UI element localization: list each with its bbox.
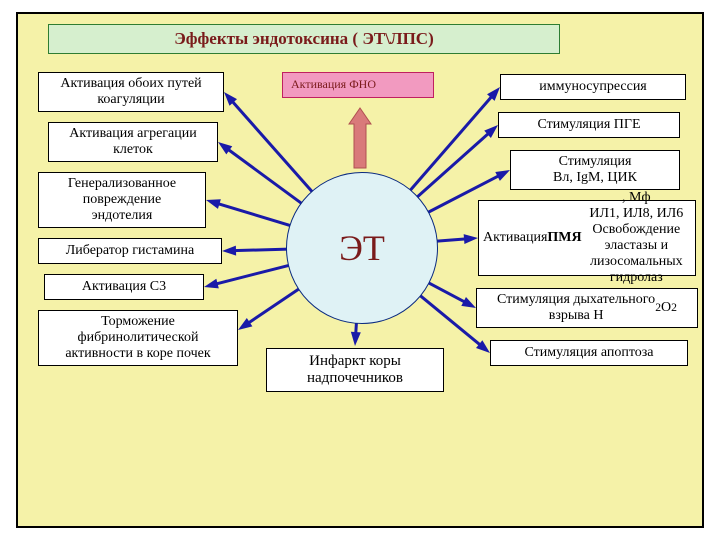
box-igm: Стимуляция Вл, IgM, ЦИК	[510, 150, 680, 190]
box-apopt: Стимуляция апоптоза	[490, 340, 688, 366]
box-infarct: Инфаркт коры надпочечников	[266, 348, 444, 392]
box-resp: Стимуляция дыхательноговзрыва H2O2	[476, 288, 698, 328]
box-coag: Активация обоих путей коагуляции	[38, 72, 224, 112]
box-tnf: Активация ФНО	[282, 72, 434, 98]
box-immuno: иммуносупрессия	[500, 74, 686, 100]
box-endo: Генерализованное повреждение эндотелия	[38, 172, 206, 228]
box-hist: Либератор гистамина	[38, 238, 222, 264]
box-fibrin: Торможение фибринолитической активности …	[38, 310, 238, 366]
center-node: ЭТ	[286, 172, 438, 324]
box-pge: Стимуляция ПГЕ	[498, 112, 680, 138]
box-pmya: Активация ПМЯ, МфИЛ1, ИЛ8, ИЛ6Освобожден…	[478, 200, 696, 276]
box-aggreg: Активация агрегации клеток	[48, 122, 218, 162]
box-c3: Активация С3	[44, 274, 204, 300]
diagram-title: Эффекты эндотоксина ( ЭТ\ЛПС)	[48, 24, 560, 54]
